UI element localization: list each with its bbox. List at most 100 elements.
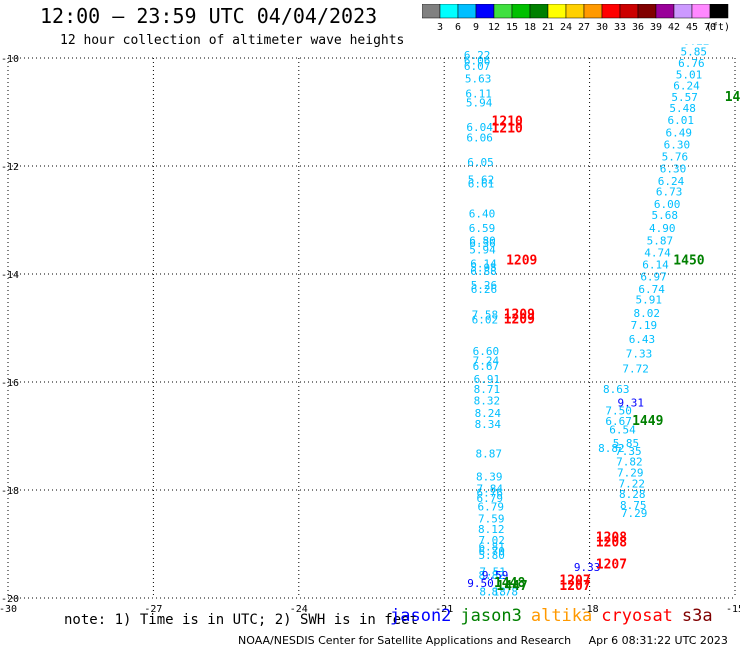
footer-timestamp: Apr 6 08:31:22 UTC 2023 bbox=[588, 634, 728, 647]
wave-height-value: 8.02 bbox=[634, 307, 661, 320]
wave-height-value: 8.82 bbox=[598, 442, 625, 455]
wave-height-value: 6.01 bbox=[667, 114, 694, 127]
wave-height-value: 7.51 bbox=[479, 565, 506, 578]
wave-height-value: 1207 bbox=[559, 574, 590, 589]
wave-height-value: 1207 bbox=[559, 579, 590, 594]
wave-height-value: 1210 bbox=[492, 122, 523, 137]
wave-height-value: 7.72 bbox=[622, 362, 649, 375]
wave-height-value: 6.00 bbox=[654, 198, 681, 211]
wave-height-value: 1448 bbox=[494, 576, 525, 591]
colorbar-unit: (ft) bbox=[706, 22, 730, 33]
wave-height-value: 6.22 bbox=[464, 49, 491, 62]
legend-item-altika: altika bbox=[530, 606, 593, 626]
wave-height-value: 1208 bbox=[596, 530, 627, 545]
wave-height-value: 7.84 bbox=[477, 483, 504, 496]
longitude-label: -24 bbox=[290, 604, 308, 615]
wave-height-value: 7.22 bbox=[619, 477, 646, 490]
wave-height-value: 5.85 bbox=[681, 45, 708, 58]
wave-height-value: 7.24 bbox=[473, 355, 500, 368]
colorbar-label: 70 bbox=[704, 22, 716, 33]
colorbar-label: 24 bbox=[560, 22, 572, 33]
wave-height-value: 6.24 bbox=[673, 79, 700, 92]
wave-height-value: 6.81 bbox=[478, 540, 505, 553]
wave-height-value: 5.82 bbox=[690, 2, 717, 15]
wave-height-value: 7.02 bbox=[478, 534, 505, 547]
wave-height-value: 1449 bbox=[632, 414, 663, 429]
longitude-label: -30 bbox=[0, 604, 17, 615]
colorbar-label: 15 bbox=[506, 22, 518, 33]
wave-height-value: 5.01 bbox=[676, 69, 703, 82]
latitude-label: -20 bbox=[1, 594, 19, 605]
wave-height-value: 4.74 bbox=[644, 247, 671, 260]
wave-height-value: 6.07 bbox=[464, 60, 491, 73]
wave-height-value: 6.06 bbox=[466, 132, 493, 145]
colorbar-label: 45 bbox=[686, 22, 698, 33]
colorbar-label: 12 bbox=[488, 22, 500, 33]
wave-height-value: 6.91 bbox=[474, 373, 501, 386]
wave-height-value: 6.54 bbox=[609, 423, 636, 436]
wave-height-value: 7.50 bbox=[605, 404, 632, 417]
wave-height-value: 7.82 bbox=[616, 456, 643, 469]
colorbar-label: 18 bbox=[524, 22, 536, 33]
wave-height-value: 5.48 bbox=[669, 102, 696, 115]
legend-item-jason3: jason3 bbox=[460, 606, 522, 626]
wave-height-value: 6.04 bbox=[466, 121, 493, 134]
wave-height-value: 5.95 bbox=[470, 261, 497, 274]
wave-height-value: 7.33 bbox=[626, 348, 653, 361]
wave-height-value: 8.24 bbox=[475, 407, 502, 420]
wave-height-value: 5.87 bbox=[647, 234, 674, 247]
wave-height-value: 8.75 bbox=[620, 499, 647, 512]
longitude-label: -18 bbox=[581, 604, 599, 615]
wave-height-value: 1447 bbox=[496, 579, 527, 594]
units-note: note: 1) Time is in UTC; 2) SWH is in fe… bbox=[64, 612, 419, 628]
wave-height-value: 6.24 bbox=[658, 175, 685, 188]
wave-height-value: 5.94 bbox=[466, 97, 493, 110]
wave-height-value: 9.31 bbox=[618, 396, 645, 409]
wave-height-value: 6.73 bbox=[656, 186, 683, 199]
wave-height-value: 8.32 bbox=[474, 395, 501, 408]
wave-height-value: 6.79 bbox=[477, 501, 504, 514]
wave-height-value: 1207 bbox=[596, 557, 627, 572]
wave-height-value: 5.76 bbox=[662, 151, 689, 164]
wave-height-value: 5.57 bbox=[671, 91, 698, 104]
footer-credit: NOAA/NESDIS Center for Satellite Applica… bbox=[238, 634, 572, 647]
wave-height-value: 1209 bbox=[506, 253, 537, 268]
wave-height-value: 1208 bbox=[596, 536, 627, 551]
legend-item-jason2: jason2 bbox=[390, 606, 452, 626]
wave-height-value: 4.90 bbox=[649, 222, 676, 235]
wave-height-value: 5.85 bbox=[613, 437, 640, 450]
wave-height-value: 8.39 bbox=[476, 470, 503, 483]
wave-height-value: 6.88 bbox=[470, 265, 497, 278]
legend-item-s3a: s3a bbox=[681, 606, 713, 626]
colorbar-swatch bbox=[709, 4, 729, 19]
latitude-label: -16 bbox=[1, 378, 19, 389]
wave-height-value: 8.82 bbox=[478, 569, 505, 582]
wave-height-value: 6.11 bbox=[465, 87, 492, 100]
colorbar-label: 6 bbox=[455, 22, 461, 33]
wave-height-value: 7.29 bbox=[617, 467, 644, 480]
wave-height-value: 6.43 bbox=[629, 333, 656, 346]
satellite-legend: jason2 jason3 altika cryosat s3a bbox=[390, 606, 722, 626]
wave-height-value: 6.47 bbox=[688, 13, 715, 26]
wave-height-value: 5.62 bbox=[468, 173, 495, 186]
latitude-label: -18 bbox=[1, 486, 19, 497]
wave-height-value: 7.59 bbox=[478, 512, 505, 525]
wave-height-value: 9.59 bbox=[482, 569, 509, 582]
wave-height-value: 5.94 bbox=[469, 243, 496, 256]
wave-height-value: 6.30 bbox=[660, 162, 687, 175]
wave-height-value: 1450 bbox=[673, 253, 704, 268]
wave-height-value: 5.63 bbox=[465, 72, 492, 85]
wave-height-value: 6.70 bbox=[478, 545, 505, 558]
wave-height-value: 5.91 bbox=[635, 294, 662, 307]
wave-height-value: 8.34 bbox=[475, 418, 502, 431]
wave-height-value: 8.71 bbox=[474, 383, 501, 396]
colorbar-label: 9 bbox=[473, 22, 479, 33]
wave-height-value: 7.29 bbox=[621, 507, 648, 520]
wave-height-value: 6.40 bbox=[469, 207, 496, 220]
latitude-label: -14 bbox=[1, 270, 19, 281]
wave-height-value: 6.61 bbox=[468, 178, 495, 191]
longitude-label: -27 bbox=[144, 604, 162, 615]
wave-height-value: 1209 bbox=[504, 313, 535, 328]
wave-height-value: 8.63 bbox=[603, 383, 630, 396]
